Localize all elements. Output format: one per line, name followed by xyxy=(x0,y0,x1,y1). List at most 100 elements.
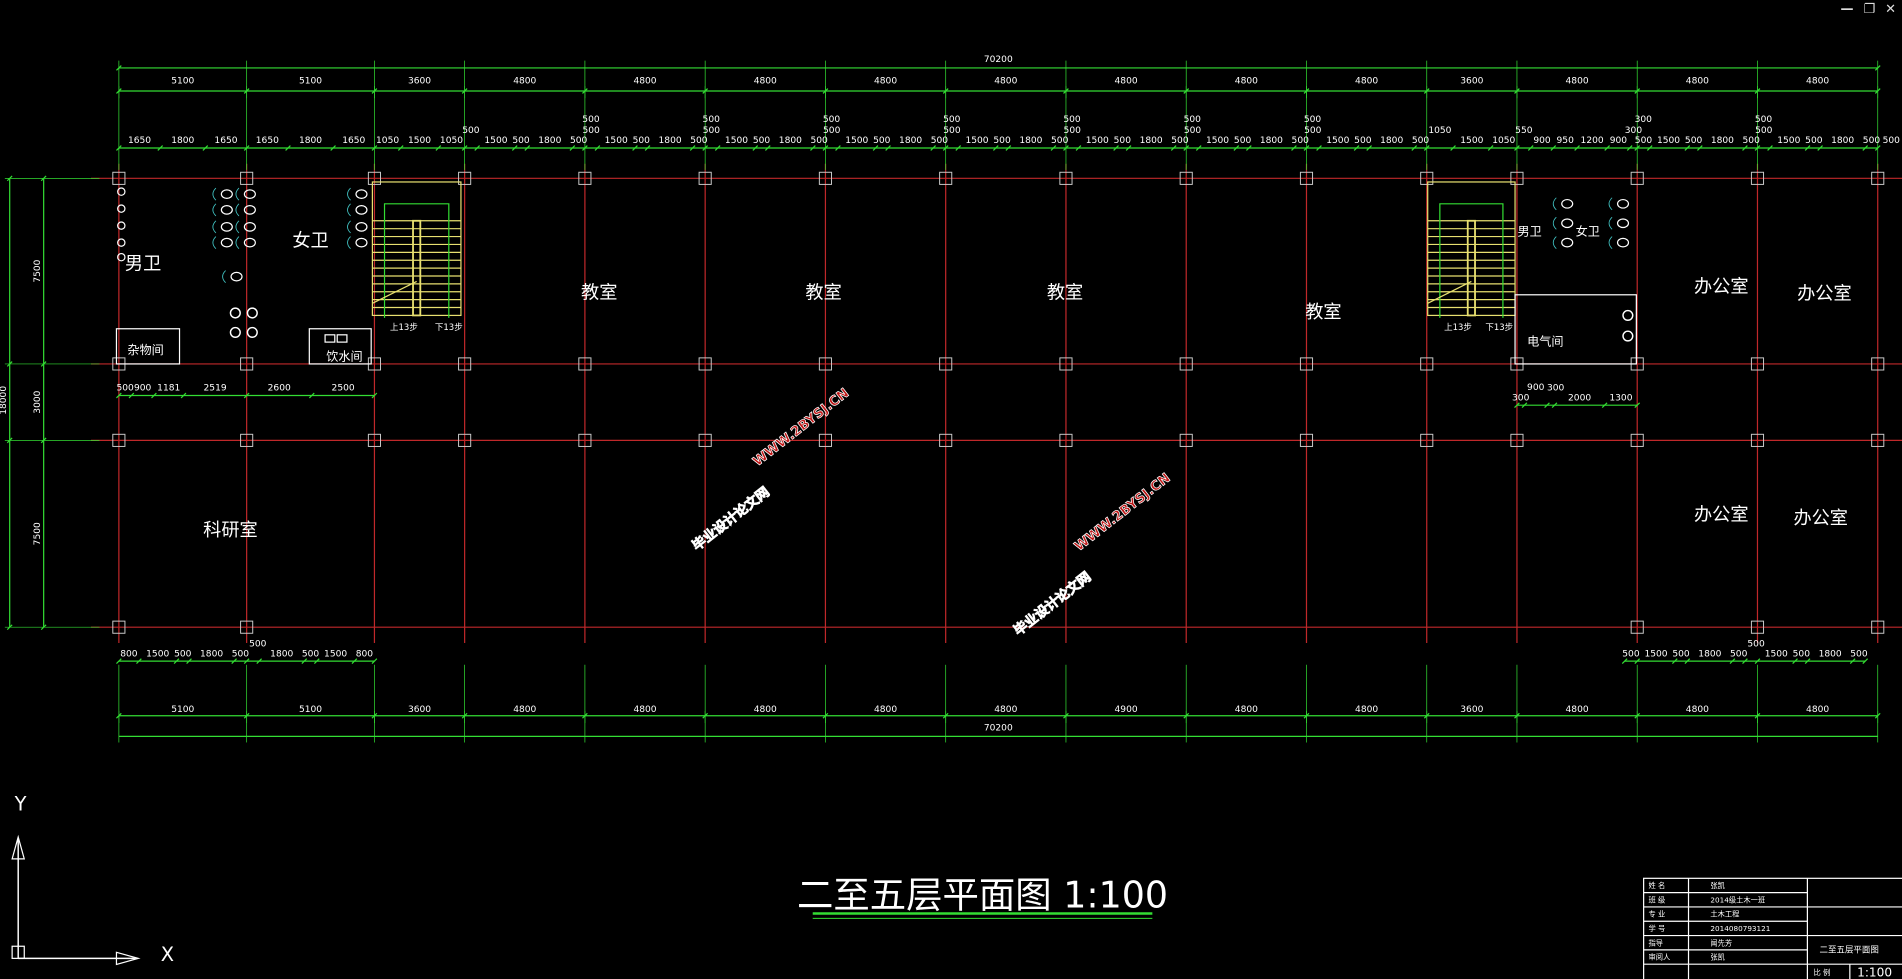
title-block-value: 闻先芳 xyxy=(1710,938,1732,947)
dimension-tick xyxy=(1729,658,1736,665)
dimension-tick xyxy=(243,658,250,665)
dimension-tick xyxy=(1634,145,1641,151)
dimension-label: 1800 xyxy=(1819,649,1842,659)
title-block-label: 学 号 xyxy=(1648,924,1665,933)
ucs-arrowheads xyxy=(11,834,141,966)
dimension-tick xyxy=(1742,145,1748,151)
stair-outline xyxy=(371,181,462,317)
room-label-office: 办公室 xyxy=(1694,504,1749,525)
title-block-label: 专 业 xyxy=(1648,910,1665,919)
column xyxy=(1871,620,1885,634)
column xyxy=(1871,357,1885,371)
dimension-tick xyxy=(371,658,378,665)
title-block-scale-label: 比 例 xyxy=(1813,968,1830,977)
dimension-tick xyxy=(1075,145,1082,151)
dimension-tick xyxy=(1170,145,1177,151)
dimension-label: 500 xyxy=(582,115,600,125)
dimension-label: 1500 xyxy=(965,136,988,146)
dimension-label: 3600 xyxy=(1460,705,1483,715)
dimension-label: 1800 xyxy=(1711,136,1734,146)
dimension-tick xyxy=(151,392,157,399)
door-swing-icon xyxy=(1552,236,1557,249)
dimension-label: 1500 xyxy=(146,649,169,659)
column xyxy=(1179,357,1193,371)
dimension-label: 1500 xyxy=(1644,649,1667,659)
dimension-tick xyxy=(1514,402,1520,409)
column xyxy=(1510,433,1524,447)
dimension-tick xyxy=(1521,402,1528,409)
dimension-label: 300 xyxy=(1547,384,1565,394)
column xyxy=(1510,171,1524,185)
title-block-value: 张凯 xyxy=(1710,881,1725,890)
dimension-label: 500 xyxy=(1793,649,1811,659)
toilet-icon xyxy=(220,237,233,248)
dimension-label: 1050 xyxy=(1428,126,1451,136)
dimension-label: 500 xyxy=(1622,649,1640,659)
watermark-text: 毕业设计论文网 xyxy=(689,483,773,554)
title-block-drawing-name: 二至五层平面图 xyxy=(1820,945,1879,955)
dimension-label: 2500 xyxy=(332,384,355,394)
minimize-button[interactable]: — xyxy=(1840,2,1854,17)
dimension-label: 500 xyxy=(633,136,651,146)
room-label-classroom: 教室 xyxy=(805,282,841,303)
urinal-icon xyxy=(117,252,126,262)
dimension-label: 1650 xyxy=(256,136,279,146)
dimension-label: 1300 xyxy=(1609,393,1632,403)
dimension-label: 1800 xyxy=(200,649,223,659)
dimension-label: 300 xyxy=(1625,126,1643,136)
dimension-label: 4800 xyxy=(1355,77,1378,87)
column xyxy=(698,171,712,185)
column xyxy=(939,171,953,185)
toilet-icon xyxy=(243,205,256,215)
dimension-label: 500 xyxy=(1730,649,1748,659)
door-swing-icon xyxy=(235,220,240,234)
dimension-tick xyxy=(301,658,308,665)
dimension-label: 1500 xyxy=(1086,136,1109,146)
dimension-label: 4800 xyxy=(1355,705,1378,715)
storage-room-outline xyxy=(115,328,181,365)
dimension-label: 3000 xyxy=(33,390,43,413)
dimension-tick xyxy=(702,145,709,151)
dimension-tick xyxy=(1626,145,1633,151)
close-button[interactable]: ✕ xyxy=(1885,2,1896,17)
dimension-tick xyxy=(714,145,721,151)
dimension-tick xyxy=(1366,145,1372,151)
dimension-tick xyxy=(243,392,250,399)
dimension-label: 500 xyxy=(1805,136,1823,146)
dimension-label: 500 xyxy=(1743,136,1761,146)
column xyxy=(240,620,254,634)
dimension-tick xyxy=(764,145,771,151)
dimension-tick xyxy=(1574,145,1580,151)
dimension-label: 1050 xyxy=(1492,136,1515,146)
dimension-label: 1650 xyxy=(342,136,365,146)
dimension-label: 7500 xyxy=(33,259,43,282)
dimension-label: 1500 xyxy=(1765,649,1788,659)
dimension-tick xyxy=(569,145,576,151)
door-swing-icon xyxy=(212,203,217,217)
dimension-label: 1800 xyxy=(1019,136,1042,146)
restore-button[interactable]: ❐ xyxy=(1863,2,1876,17)
toilet-icon xyxy=(1561,198,1574,209)
dimension-tick xyxy=(872,145,879,151)
column xyxy=(1299,357,1314,371)
dimension-tick xyxy=(752,145,759,151)
ucs-icon: YX xyxy=(11,792,174,966)
dimension-label: 950 xyxy=(1557,136,1575,146)
dimension-label: 1800 xyxy=(299,136,322,146)
dimension-label: 1650 xyxy=(128,136,151,146)
dimension-tick xyxy=(1316,145,1322,151)
title-block: 姓 名张凯班 级 2014级土木一班专 业土木工程学 号 2014080793121… xyxy=(1643,877,1902,979)
dimension-tick xyxy=(243,145,250,151)
dimension-label: 500 xyxy=(931,136,949,146)
service-rooms-outline xyxy=(1514,294,1637,365)
column xyxy=(939,357,953,371)
title-block-frame xyxy=(1643,877,1902,979)
stair-outline xyxy=(1427,181,1516,317)
dimension-tick xyxy=(1792,658,1798,665)
dimension-label: 1050 xyxy=(440,136,463,146)
stair-direction-arrow xyxy=(1439,203,1504,318)
dimension-tick xyxy=(371,145,378,151)
dimension-tick xyxy=(474,145,481,151)
water-dispenser-icon xyxy=(324,334,336,343)
